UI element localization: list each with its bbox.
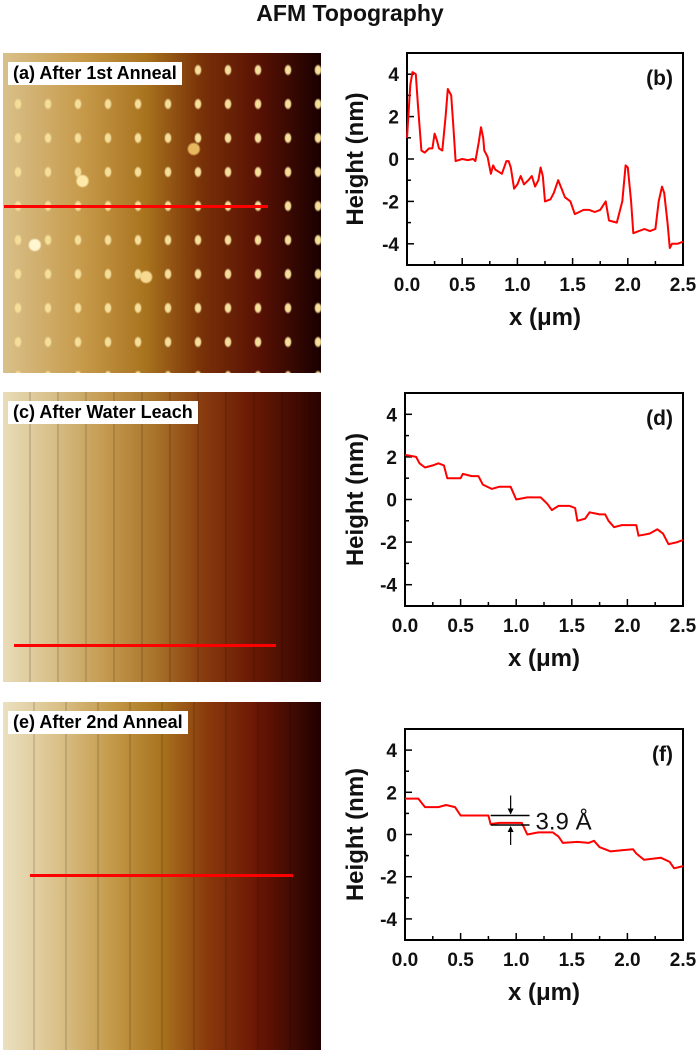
- x-tick-label: 0.0: [392, 950, 418, 971]
- plot-frame: [406, 52, 684, 266]
- chart-panel-1: 0.0 0.5 1.0 1.5 2.0 2.5 -4 -2 0 2 4 x (μm) Height (n…: [342, 392, 697, 672]
- y-tick-label: 0: [386, 491, 397, 512]
- y-tick-label: -4: [380, 910, 397, 931]
- y-tick-label: 4: [388, 65, 399, 86]
- image-label-e: (e) After 2nd Anneal: [8, 711, 188, 734]
- y-axis-label: Height (nm): [342, 433, 369, 566]
- x-tick-label: 1.5: [559, 275, 586, 296]
- figure-title: AFM Topography: [256, 0, 444, 26]
- x-tick-label: 2.0: [614, 950, 640, 971]
- afm-image-a: (a) After 1st Anneal: [3, 53, 321, 373]
- step-height-annotation: 3.9 Å: [536, 807, 592, 835]
- y-tick-label: -2: [382, 192, 399, 213]
- y-tick-label: 4: [386, 405, 397, 426]
- height-profile-line: [406, 71, 684, 249]
- x-tick-label: 0.5: [449, 275, 476, 296]
- x-tick-label: 2.0: [615, 275, 641, 296]
- x-tick-label: 1.5: [559, 616, 586, 637]
- afm-image-e: (e) After 2nd Anneal: [3, 702, 321, 1050]
- profile-line-e: [30, 874, 293, 877]
- panel-label: (b): [646, 67, 673, 90]
- chart-panel-2: 0.0 0.5 1.0 1.5 2.0 2.5 -4 -2 0 2 4 x (μm) Height (n…: [342, 728, 697, 1006]
- x-tick-label: 1.0: [504, 275, 530, 296]
- x-axis-label: x (μm): [508, 645, 580, 672]
- y-tick-label: -2: [380, 533, 397, 554]
- x-tick-label: 2.5: [670, 950, 697, 971]
- y-tick-label: 2: [386, 448, 397, 469]
- chart-panel-0: 0.0 0.5 1.0 1.5 2.0 2.5 -4 -2 0 2 4 x (μm) Height (n…: [342, 52, 697, 331]
- y-axis-label: Height (nm): [342, 92, 369, 225]
- x-tick-label: 0.5: [447, 950, 474, 971]
- image-label-c: (c) After Water Leach: [8, 401, 198, 424]
- x-tick-label: 0.5: [447, 616, 474, 637]
- y-tick-label: 0: [388, 150, 399, 171]
- y-tick-label: 4: [386, 741, 397, 762]
- image-label-a: (a) After 1st Anneal: [8, 62, 182, 85]
- height-profile-line: [404, 453, 684, 546]
- x-tick-label: 0.0: [392, 616, 418, 637]
- panel-label: (d): [646, 407, 673, 430]
- x-tick-label: 1.0: [503, 950, 529, 971]
- x-tick-label: 2.5: [670, 616, 697, 637]
- afm-image-c: (c) After Water Leach: [3, 392, 321, 682]
- y-tick-label: 2: [388, 108, 399, 129]
- profile-line-c: [14, 644, 276, 647]
- x-axis-label: x (μm): [509, 304, 581, 331]
- x-tick-label: 1.0: [503, 616, 529, 637]
- x-tick-label: 2.0: [614, 616, 640, 637]
- down-arrow-head-icon: [507, 808, 514, 815]
- y-tick-label: -4: [380, 576, 397, 597]
- y-axis-label: Height (nm): [342, 768, 369, 901]
- x-tick-label: 2.5: [670, 275, 697, 296]
- panel-label: (f): [652, 743, 673, 766]
- up-arrow-head-icon: [507, 826, 514, 833]
- profile-line-a: [4, 205, 268, 208]
- y-tick-label: -2: [380, 868, 397, 889]
- y-tick-label: -4: [382, 235, 399, 256]
- y-tick-label: 2: [386, 783, 397, 804]
- x-tick-label: 1.5: [559, 950, 586, 971]
- x-axis-label: x (μm): [508, 979, 580, 1006]
- y-tick-label: 0: [386, 826, 397, 847]
- x-tick-label: 0.0: [394, 275, 420, 296]
- height-profile-line: [405, 797, 684, 870]
